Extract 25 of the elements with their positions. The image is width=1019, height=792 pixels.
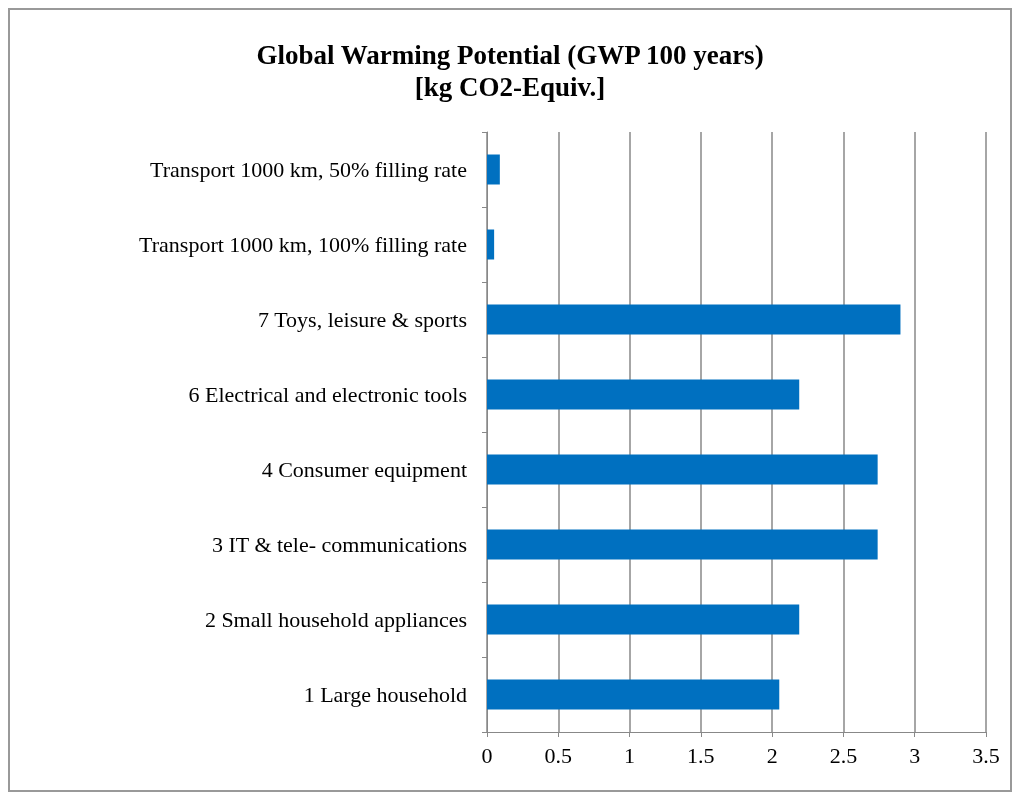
y-tick-label: 7 Toys, leisure & sports xyxy=(258,307,467,332)
y-tick-label: Transport 1000 km, 50% filling rate xyxy=(150,157,467,182)
bar xyxy=(487,604,800,635)
x-tick-label: 0.5 xyxy=(544,742,573,768)
x-tick-label: 1 xyxy=(624,742,636,768)
bar xyxy=(487,154,500,185)
y-tick-label: Transport 1000 km, 100% filling rate xyxy=(139,232,467,257)
x-tick-label: 3.5 xyxy=(972,742,1000,768)
y-tick-label: 3 IT & tele- communications xyxy=(212,532,467,557)
bar xyxy=(487,529,878,560)
bar xyxy=(487,454,878,485)
chart-title: Global Warming Potential (GWP 100 years) [kg CO2-Equiv.] xyxy=(256,40,764,102)
y-tick-label: 4 Consumer equipment xyxy=(261,457,467,482)
x-tick-label: 1.5 xyxy=(687,742,715,768)
y-tick-label: 1 Large household xyxy=(303,682,467,707)
x-tick-label: 2.5 xyxy=(829,742,858,768)
bar xyxy=(487,229,495,260)
bar xyxy=(487,679,780,710)
y-tick-label: 6 Electrical and electronic tools xyxy=(188,382,467,407)
bar xyxy=(487,379,800,410)
x-tick-label: 2 xyxy=(766,742,778,768)
bar xyxy=(487,304,901,335)
x-tick-label: 3 xyxy=(909,742,921,768)
y-tick-label: 2 Small household appliances xyxy=(204,607,467,632)
x-tick-label: 0 xyxy=(481,742,493,768)
